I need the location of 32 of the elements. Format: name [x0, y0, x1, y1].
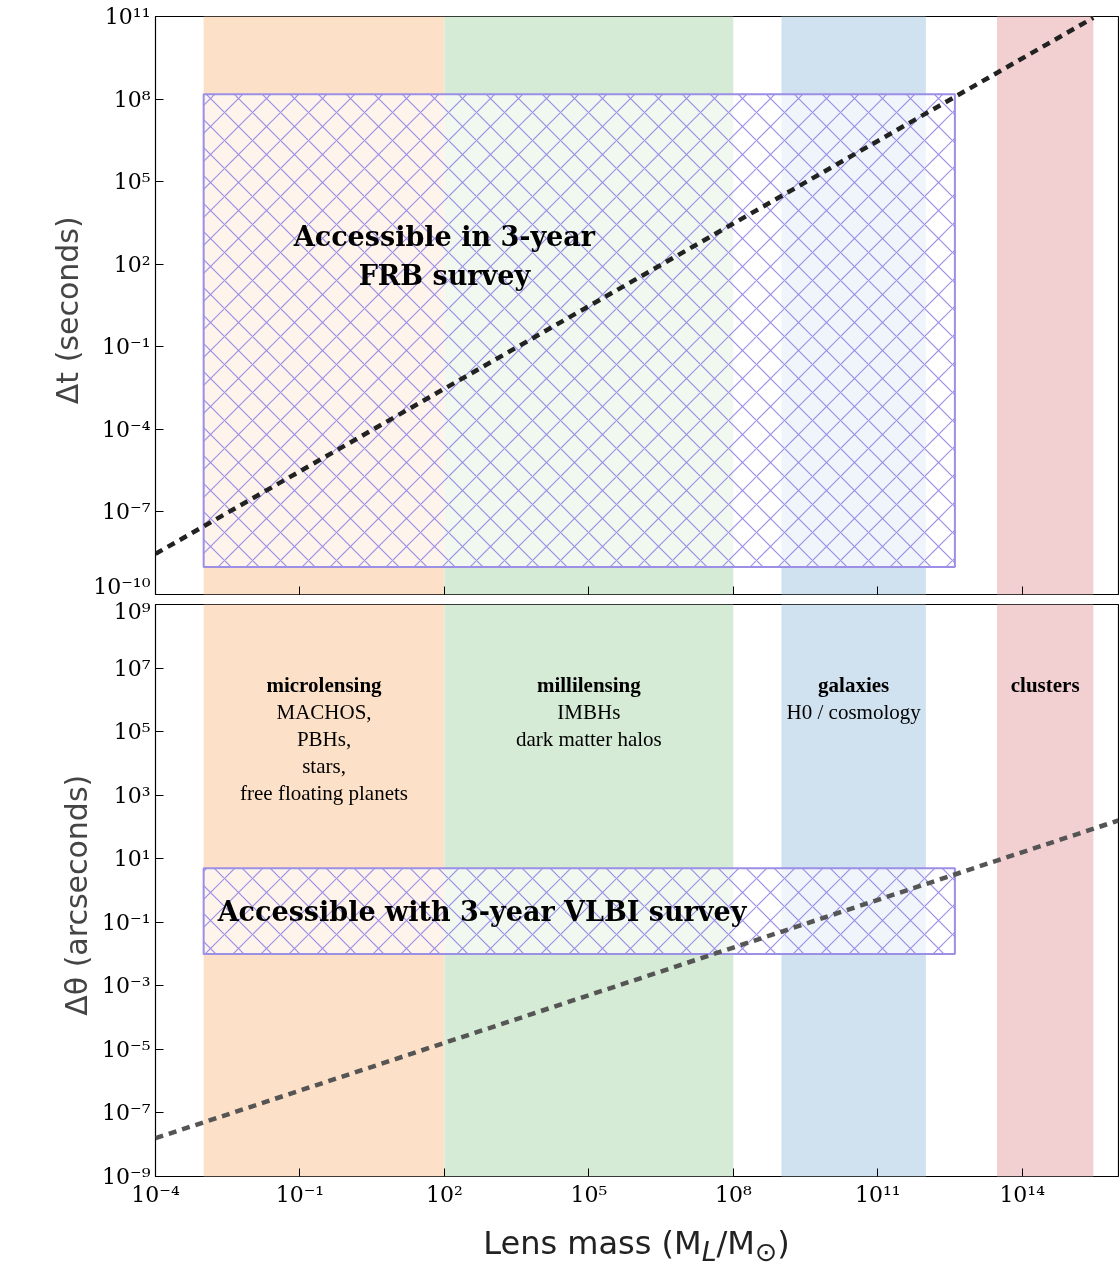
- x-axis-title: Lens mass (M$_{L}$/M$_{⊙}$): [482, 1223, 791, 1270]
- x-tick-label: 10¹⁴: [999, 1181, 1046, 1207]
- band-label: microlensing MACHOS, PBHs, stars, free floating planets: [240, 672, 408, 805]
- annotation: Accessible in 3-year FRB survey: [292, 221, 596, 291]
- y-tick-label: 10⁵: [113, 719, 151, 745]
- y-tick-label: 10⁷: [113, 655, 151, 681]
- y-axis-title: Δt (seconds): [50, 216, 86, 405]
- x-tick-label: 10⁸: [714, 1181, 752, 1207]
- band-label: clusters: [1010, 672, 1080, 697]
- band-label: millilensing IMBHs dark matter halos: [515, 672, 662, 751]
- band-label: galaxies H0 / cosmology: [786, 672, 922, 724]
- x-tick-label: 10⁻¹: [275, 1181, 325, 1207]
- y-tick-label: 10⁸: [113, 86, 151, 112]
- y-tick-label: 10⁻¹⁰: [93, 573, 151, 599]
- annotation: Accessible with 3-year VLBI survey: [216, 895, 748, 927]
- x-tick-label: 10⁵: [570, 1181, 608, 1207]
- y-axis-title: Δθ (arcseconds): [59, 774, 95, 1016]
- y-tick-label: 10¹: [113, 846, 151, 872]
- y-tick-label: 10⁻⁷: [102, 499, 151, 525]
- y-tick-label: 10⁻⁵: [102, 1036, 151, 1062]
- y-tick-label: 10⁵: [113, 169, 151, 195]
- y-tick-label: 10⁻³: [102, 973, 151, 999]
- x-tick-label: 10¹¹: [854, 1181, 901, 1207]
- y-tick-label: 10⁻¹: [102, 909, 151, 935]
- y-tick-label: 10³: [113, 782, 151, 808]
- y-tick-label: 10⁹: [113, 598, 151, 624]
- y-tick-label: 10⁻¹: [102, 334, 151, 360]
- y-tick-label: 10¹¹: [104, 4, 151, 29]
- y-tick-label: 10²: [113, 251, 151, 277]
- y-tick-label: 10⁻⁴: [102, 416, 151, 442]
- x-tick-label: 10²: [425, 1181, 463, 1207]
- y-tick-label: 10⁻⁷: [102, 1100, 151, 1126]
